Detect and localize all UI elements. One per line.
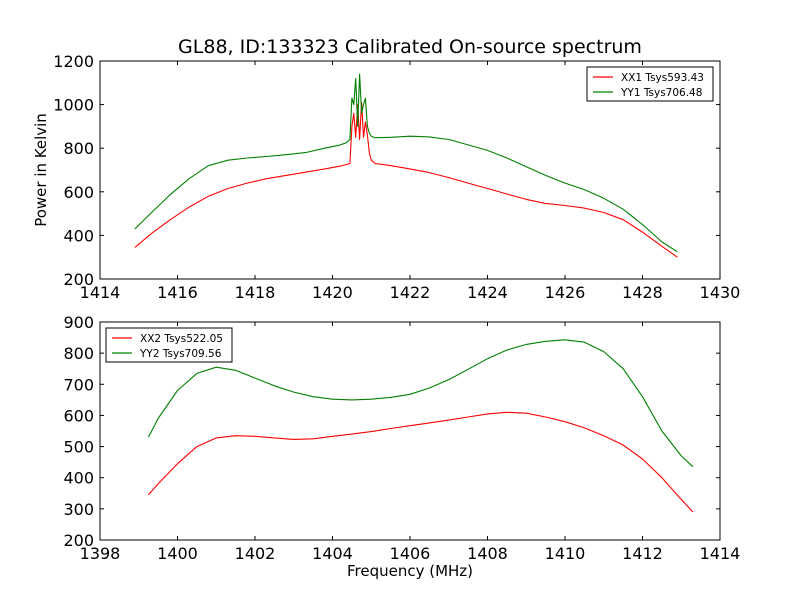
- bottom-x-axis-label: Frequency (MHz): [347, 562, 473, 580]
- top-x-tick-label: 1416: [157, 283, 198, 302]
- bottom-y-tick-label: 400: [63, 469, 94, 488]
- bottom-y-tick-label: 800: [63, 344, 94, 363]
- bottom-x-tick-label: 1398: [80, 544, 121, 563]
- bottom-y-tick-label: 600: [63, 406, 94, 425]
- bottom-spectrum-panel: 1398 1400 1402 1404 1406 1408 1410 1412 1414 200 3…: [63, 313, 740, 580]
- bottom-x-tick-label: 1406: [390, 544, 431, 563]
- bottom-legend-entry-0: XX2 Tsys522.05: [140, 333, 223, 345]
- bottom-x-tick-label: 1404: [312, 544, 353, 563]
- top-x-tick-label: 1420: [312, 283, 353, 302]
- top-y-tick-label: 400: [63, 226, 94, 245]
- top-x-tick-label: 1418: [235, 283, 276, 302]
- top-y-tick-label: 800: [63, 139, 94, 158]
- figure-title: GL88, ID:133323 Calibrated On-source spe…: [178, 36, 642, 58]
- top-series-line-yy: [134, 73, 678, 253]
- top-series-line-xx: [134, 101, 678, 258]
- bottom-x-tick-label: 1402: [235, 544, 276, 563]
- top-y-tick-label: 1000: [53, 96, 94, 115]
- top-legend-box: [586, 66, 714, 102]
- top-legend-entry-0: XX1 Tsys593.43: [621, 72, 704, 84]
- top-x-tick-label: 1428: [622, 283, 663, 302]
- bottom-y-tick-label: 300: [63, 500, 94, 519]
- bottom-x-tick-label: 1414: [700, 544, 741, 563]
- bottom-x-tick-label: 1410: [545, 544, 586, 563]
- top-x-tick-label: 1422: [390, 283, 431, 302]
- bottom-x-tick-label: 1400: [157, 544, 198, 563]
- bottom-series-line-xx: [147, 411, 694, 513]
- top-legend-entry-1: YY1 Tsys706.48: [620, 87, 702, 99]
- bottom-x-tick-label: 1412: [622, 544, 663, 563]
- top-x-tick-label: 1430: [700, 283, 741, 302]
- bottom-x-tick-label: 1408: [467, 544, 508, 563]
- bottom-series-line-yy: [147, 339, 694, 468]
- bottom-legend-entry-1: YY2 Tsys709.56: [139, 348, 222, 360]
- top-y-axis-label: Power in Kelvin: [32, 113, 50, 227]
- bottom-y-tick-label: 700: [63, 375, 94, 394]
- bottom-legend-box: [105, 327, 233, 363]
- bottom-y-tick-label: 500: [63, 438, 94, 457]
- top-y-tick-label: 1200: [53, 52, 94, 71]
- top-y-tick-label: 600: [63, 183, 94, 202]
- top-x-tick-label: 1426: [545, 283, 586, 302]
- top-spectrum-panel: 1414 1416 1418 1420 1422 1424 1426 1428 1430 200 4…: [32, 52, 740, 302]
- bottom-y-tick-label: 900: [63, 313, 94, 332]
- top-y-tick-label: 200: [63, 270, 94, 289]
- top-x-tick-label: 1424: [467, 283, 508, 302]
- top-x-tick-label: 1414: [80, 283, 121, 302]
- bottom-y-tick-label: 200: [63, 531, 94, 550]
